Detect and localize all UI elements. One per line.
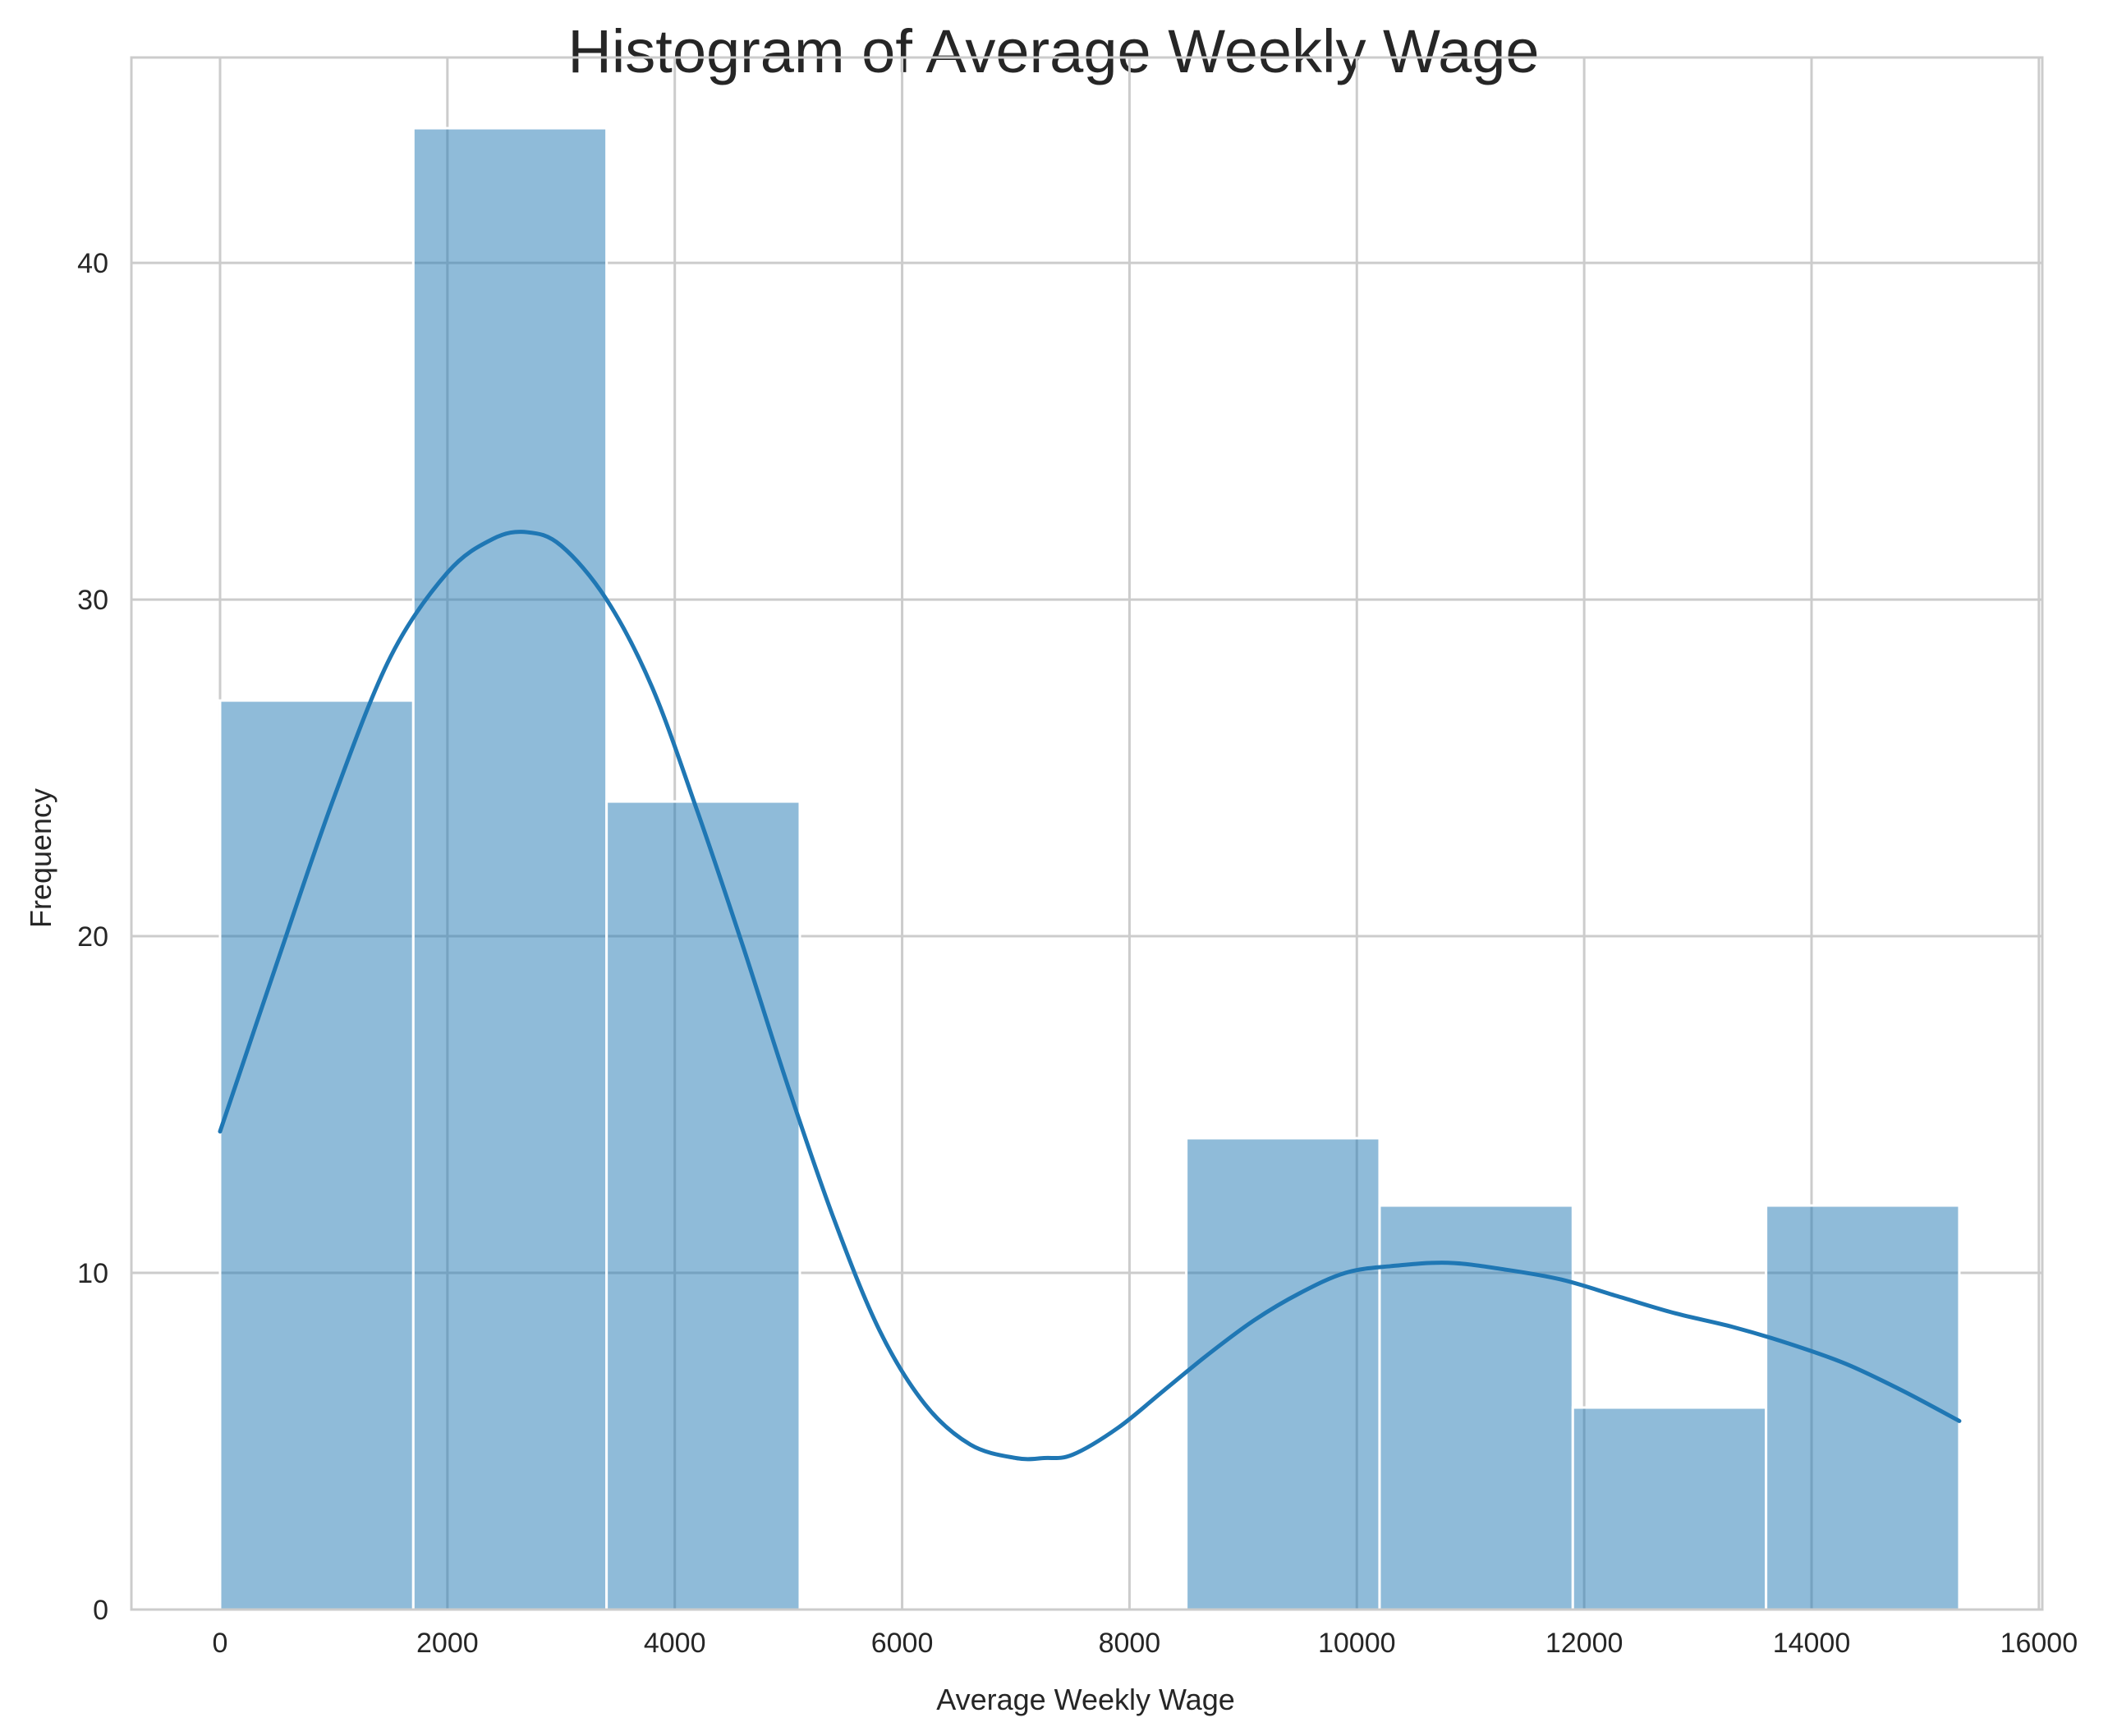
y-tick-label-4: 40 [77,248,108,279]
x-tick-labels: 0 2000 4000 6000 8000 10000 12000 14000 16000 [213,1628,2078,1659]
x-tick-label-4: 8000 [1099,1628,1161,1659]
x-tick-label-7: 14000 [1773,1628,1851,1659]
y-tick-label-2: 20 [77,921,108,953]
y-tick-label-1: 10 [77,1258,108,1289]
histogram-bar-1 [411,126,609,1611]
histogram-bar-5 [1185,1137,1381,1611]
x-tick-label-1: 2000 [416,1628,479,1659]
chart-title: Histogram of Average Weekly Wage [567,17,1539,85]
kde-curve-group [218,530,1962,1462]
x-tick-label-5: 10000 [1318,1628,1396,1659]
histogram-bar-8 [1765,1204,1961,1611]
histogram-bar-0 [218,699,415,1611]
y-tick-labels: 0 10 20 30 40 [77,248,108,1626]
y-axis-label: Frequency [24,788,57,928]
x-tick-label-0: 0 [213,1628,228,1659]
plot-frame [130,56,2044,1611]
x-axis-label: Average Weekly Wage [936,1683,1235,1716]
x-tick-label-6: 12000 [1545,1628,1623,1659]
x-tick-label-3: 6000 [871,1628,934,1659]
x-tick-label-8: 16000 [2000,1628,2078,1659]
histogram-bars [218,126,1961,1611]
histogram-bar-2 [605,800,801,1611]
x-tick-label-2: 4000 [644,1628,706,1659]
kde-curve [218,530,1962,1462]
y-tick-label-3: 30 [77,585,108,616]
y-tick-label-0: 0 [93,1595,108,1626]
histogram-bar-7 [1571,1406,1768,1611]
